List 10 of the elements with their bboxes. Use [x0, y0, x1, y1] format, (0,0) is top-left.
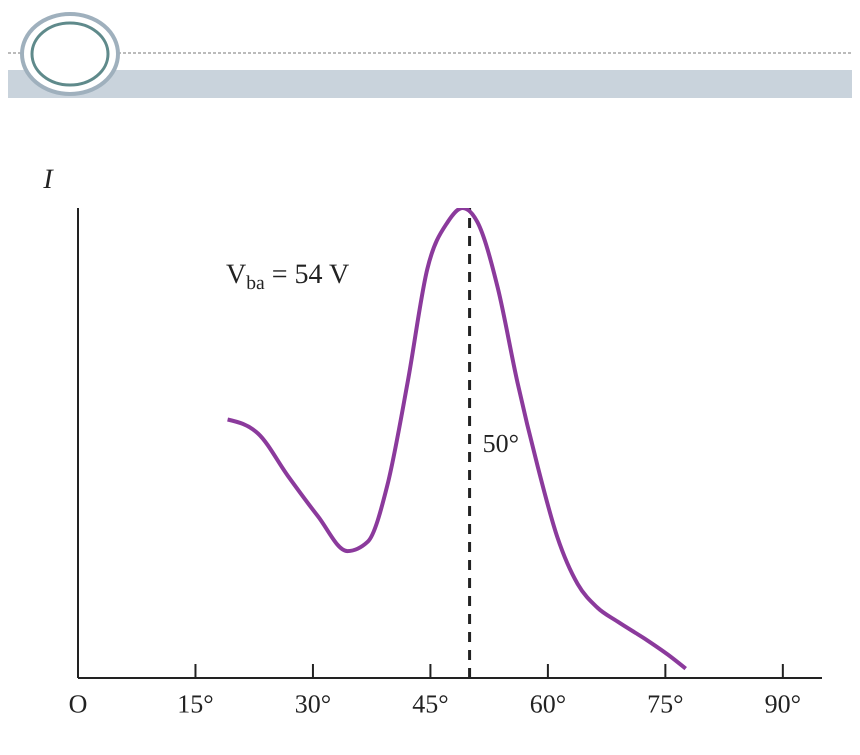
- x-tick-label: 45°: [412, 689, 449, 718]
- x-tick-label: 75°: [647, 689, 684, 718]
- annotation: V$_{ba}$ = 54 V: [226, 259, 350, 294]
- x-tick-label: 60°: [530, 689, 566, 718]
- x-tick-label: 15°: [177, 689, 214, 718]
- x-tick-label: 90°: [764, 689, 802, 718]
- ref-line-label: 50°: [482, 429, 519, 458]
- x-tick-label: O: [68, 689, 88, 718]
- y-axis-title: I: [42, 164, 54, 195]
- x-tick-label: 30°: [294, 689, 332, 718]
